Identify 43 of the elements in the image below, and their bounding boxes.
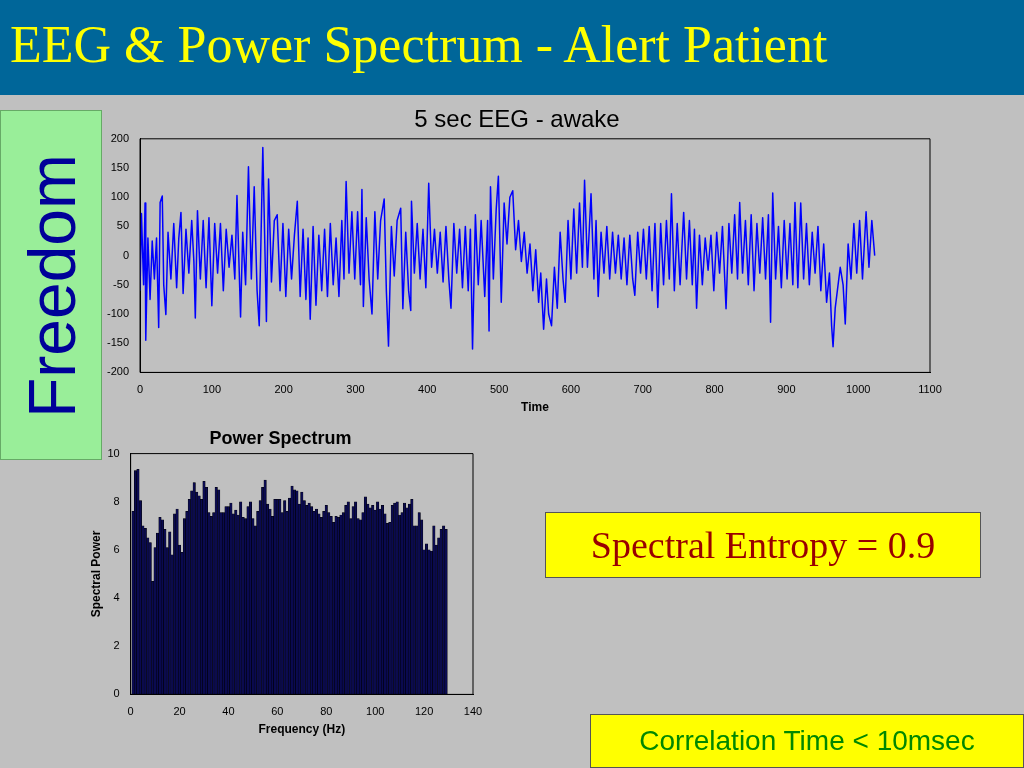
x-tick-label: 40 xyxy=(222,705,235,718)
x-tick-label: 140 xyxy=(463,705,483,718)
y-tick-label: 0 xyxy=(113,687,120,700)
y-tick-label: 6 xyxy=(113,542,120,555)
text: Spectral Entropy = 0.9 xyxy=(545,512,981,578)
y-tick-label: 150 xyxy=(110,161,130,174)
x-tick-label: 900 xyxy=(777,383,796,396)
x-axis-title: Frequency (Hz) xyxy=(258,722,346,737)
text: EEG & Power Spectrum - Alert Patient xyxy=(10,15,828,75)
x-tick-label: 200 xyxy=(274,383,293,396)
y-tick-label: -100 xyxy=(106,307,130,320)
y-tick-label: -200 xyxy=(106,365,130,378)
y-tick-label: 10 xyxy=(107,446,120,459)
x-tick-label: 400 xyxy=(418,383,437,396)
x-tick-label: 100 xyxy=(366,705,385,718)
chart-title: 5 sec EEG - awake xyxy=(414,105,620,133)
x-tick-label: 800 xyxy=(705,383,724,396)
y-tick-label: 200 xyxy=(110,131,130,144)
y-tick-label: 2 xyxy=(113,639,120,652)
text: Freedom xyxy=(14,153,90,419)
x-tick-label: 20 xyxy=(173,705,186,718)
y-tick-label: -50 xyxy=(113,277,130,290)
x-tick-label: 600 xyxy=(561,383,581,396)
x-tick-label: 1100 xyxy=(918,383,942,396)
x-tick-label: 0 xyxy=(136,383,144,396)
x-tick-label: 100 xyxy=(202,383,222,396)
x-tick-label: 120 xyxy=(414,705,434,718)
x-tick-label: 300 xyxy=(346,383,365,396)
x-tick-label: 80 xyxy=(320,705,333,718)
y-tick-label: 8 xyxy=(113,494,120,507)
x-tick-label: 700 xyxy=(633,383,652,396)
y-tick-label: 50 xyxy=(116,219,130,232)
y-axis-title: Spectral Power xyxy=(88,530,103,618)
chart-title: Power Spectrum xyxy=(209,427,352,448)
y-tick-label: 100 xyxy=(110,190,130,203)
y-tick-label: 0 xyxy=(122,248,130,261)
y-tick-label: -150 xyxy=(106,336,130,349)
x-axis-title: Time xyxy=(521,400,550,415)
x-tick-label: 500 xyxy=(489,383,509,396)
x-tick-label: 1000 xyxy=(845,383,871,396)
text: Correlation Time < 10msec xyxy=(590,714,1024,768)
y-tick-label: 4 xyxy=(113,591,120,604)
x-tick-label: 60 xyxy=(271,705,284,718)
